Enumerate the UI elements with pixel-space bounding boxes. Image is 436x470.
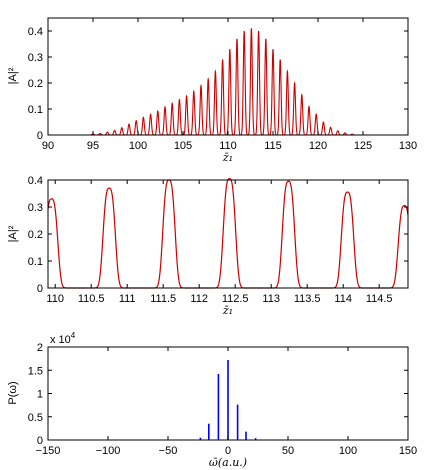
y-tick-label: 0 [37,435,43,447]
panel-1-ylabel: |A|² [7,67,19,84]
x-tick-label: −50 [159,445,178,457]
x-tick-label: 111.5 [150,293,176,305]
x-tick-label: 111 [119,293,136,305]
y-tick-label: 0.4 [28,175,43,187]
x-tick-label: 50 [282,445,294,457]
y-tick-label: 1 [37,389,43,401]
panel-1-frame [47,17,409,136]
y-tick-label: 0.3 [28,202,43,214]
panel-1-envelope: 90 95 100 105 110 115 120 125 130 0 0.1 0.2 0.3 0.4 |… [7,17,417,164]
x-tick-label: 115 [264,140,282,152]
x-tick-label: 0 [225,445,231,457]
x-tick-label: 105 [174,140,192,152]
x-tick-label: 125 [354,140,372,152]
y-tick-label: 0.2 [28,78,43,90]
x-tick-label: 110 [46,293,64,305]
panel-2-xlabel: z̄₁ [222,304,233,317]
x-tick-label: 112 [190,293,208,305]
panel-3-spectrum: −150 −100 −50 0 50 100 150 0 0.5 1 1.5 2 x 104 P(ω)… [7,331,417,469]
x-tick-label: 112.5 [222,293,249,305]
x-tick-label: 113 [262,293,280,305]
x-tick-label: −100 [96,445,121,457]
y-tick-label: 1.5 [28,365,43,377]
panel-1-xlabel: z̄₁ [222,151,233,164]
x-tick-label: 100 [339,445,357,457]
x-tick-label: 113.5 [294,293,321,305]
panel-2-trace [47,178,409,289]
y-tick-label: 0.1 [28,104,43,116]
x-tick-label: −150 [36,445,61,457]
y-tick-label: 0 [37,283,43,295]
panel-3-ylabel: P(ω) [7,381,19,404]
x-tick-label: 100 [129,140,147,152]
y-tick-label: 2 [37,342,43,354]
panel-2-frame [47,179,409,289]
x-tick-label: 90 [42,140,54,152]
y-tick-label: 0.2 [28,229,43,241]
y-tick-label: 0 [37,130,43,142]
x-tick-label: 110 [219,140,237,152]
panel-1-trace [48,28,408,136]
panel-3-frame [47,346,409,441]
x-tick-label: 114.5 [366,293,393,305]
x-tick-label: 114 [334,293,352,305]
y-tick-label: 0.3 [28,52,43,64]
y-tick-label: 0.5 [28,412,43,424]
x-tick-label: 110.5 [78,293,105,305]
x-tick-label: 120 [309,140,327,152]
x-tick-label: 130 [399,140,417,152]
y-tick-label: 0.1 [28,256,43,268]
panel-3-xlabel: ω̄(a.u.) [209,456,247,469]
panel-2-ylabel: |A|² [7,225,19,242]
panel-2-zoom: 110 110.5 111 111.5 112 112.5 113 113.5 114 114.5… [7,175,409,317]
x-tick-label: 95 [87,140,99,152]
x-tick-label: 150 [399,445,417,457]
y-tick-label: 0.4 [28,26,43,38]
panel-3-multiplier: x 104 [50,331,76,346]
